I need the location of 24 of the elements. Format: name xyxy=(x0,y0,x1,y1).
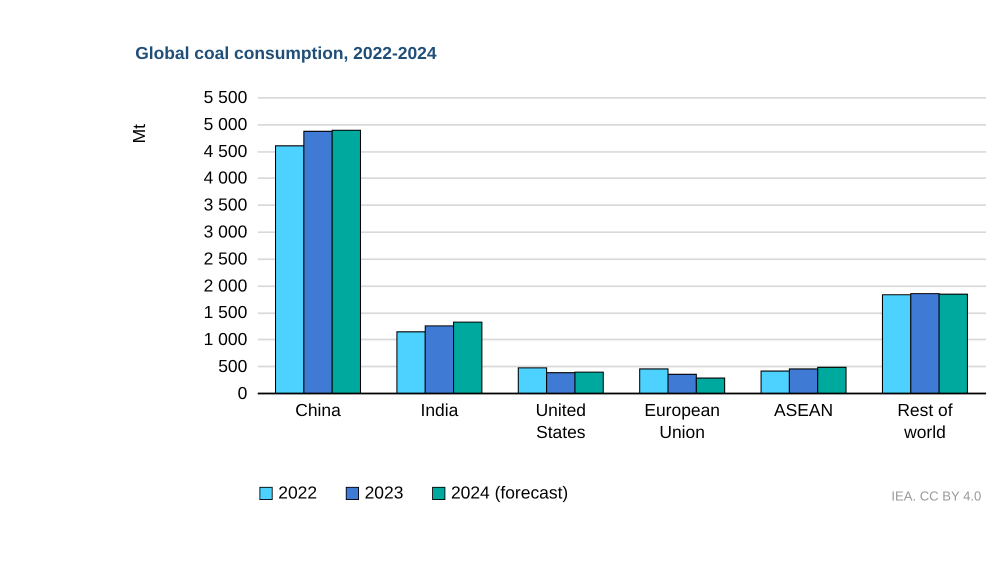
x-tick-label: China xyxy=(295,400,342,420)
legend-label: 2022 xyxy=(278,482,318,503)
y-tick-label: 1 500 xyxy=(204,302,248,322)
x-tick-label: India xyxy=(420,400,459,420)
y-tick-label: 2 000 xyxy=(204,275,248,296)
x-tick-label: United States xyxy=(536,400,586,442)
x-tick-label: ASEAN xyxy=(774,400,834,420)
y-tick-label: 3 500 xyxy=(204,194,248,215)
text: IEA. CC BY 4.0 xyxy=(891,488,982,504)
y-axis-title: Mt xyxy=(129,124,150,144)
y-tick-label: 5 500 xyxy=(204,87,248,108)
y-tick-label: 3 000 xyxy=(204,222,248,242)
x-tick-label: European Union xyxy=(644,400,720,442)
legend-label: 2024 (forecast) xyxy=(450,482,568,503)
y-tick-label: 0 xyxy=(238,382,248,403)
y-tick-label: 500 xyxy=(218,356,248,376)
y-tick-label: 2 500 xyxy=(204,248,248,268)
chart-title: Global coal consumption, 2022-2024 xyxy=(135,43,437,64)
y-tick-label: 1 000 xyxy=(204,329,248,350)
y-tick-label: 5 000 xyxy=(204,114,248,134)
y-tick-label: 4 500 xyxy=(204,140,248,161)
y-tick-label: 4 000 xyxy=(204,168,248,188)
x-tick-label: Rest of world xyxy=(897,400,953,442)
legend-label: 2023 xyxy=(364,482,404,503)
